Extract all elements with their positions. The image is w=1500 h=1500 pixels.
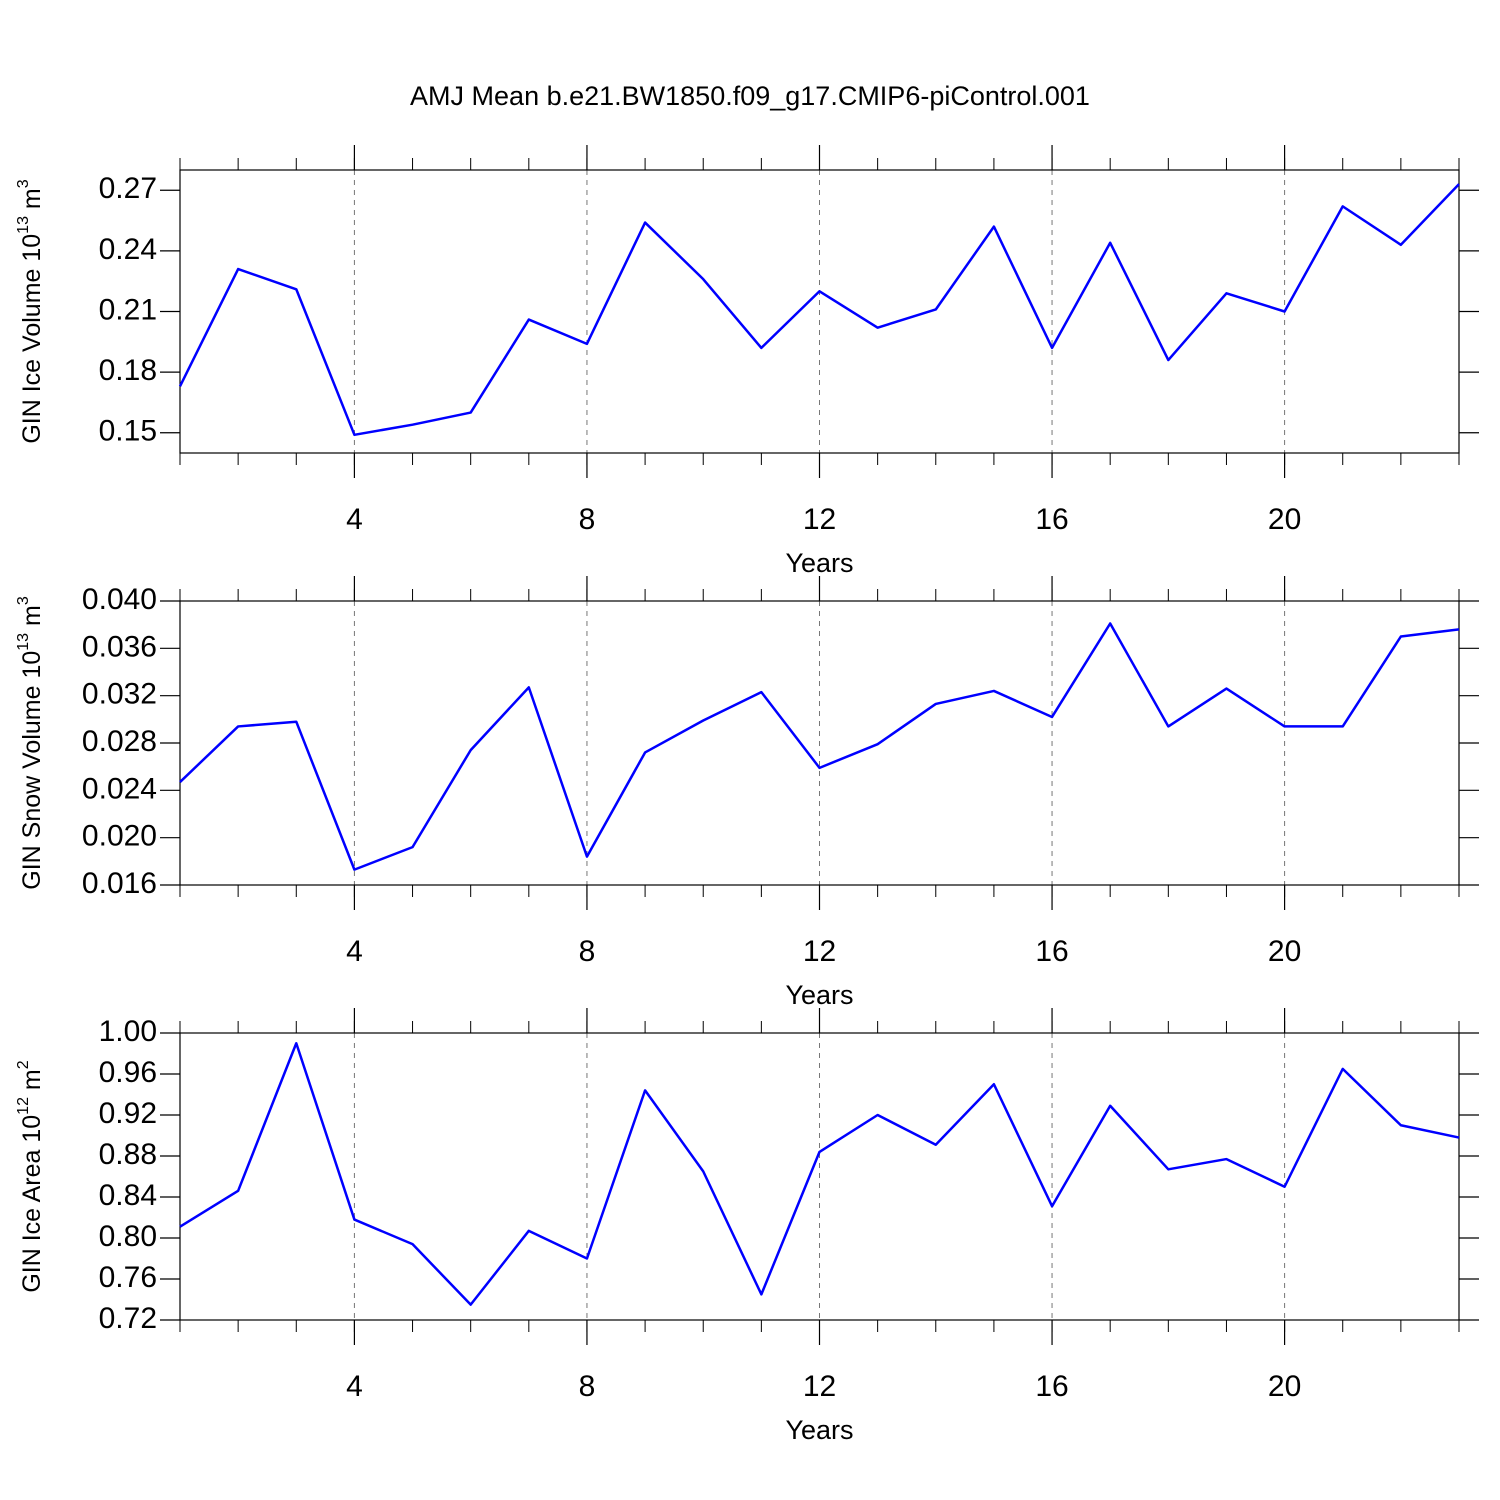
- data-line: [179, 622, 1460, 871]
- y-axis-label: GIN Snow Volume 1013 m3: [15, 596, 46, 890]
- y-axis-label-exponent: 13: [15, 633, 32, 651]
- x-tick-label: 12: [803, 1370, 836, 1403]
- y-tick-label: 0.80: [99, 1220, 157, 1253]
- y-tick-label: 0.84: [99, 1179, 157, 1212]
- x-tick-label: 4: [346, 1370, 363, 1403]
- x-tick-label: 16: [1035, 503, 1068, 536]
- y-tick-label: 0.27: [99, 172, 157, 205]
- x-tick-label: 4: [346, 935, 363, 968]
- data-line: [179, 1042, 1460, 1306]
- y-tick-label: 0.72: [99, 1302, 157, 1335]
- y-tick-label: 0.15: [99, 415, 157, 448]
- y-tick-label: 0.24: [99, 233, 157, 266]
- y-tick-label: 1.00: [99, 1015, 157, 1048]
- y-tick-label: 0.92: [99, 1097, 157, 1130]
- y-tick-label: 0.036: [82, 630, 157, 663]
- x-tick-label: 12: [803, 935, 836, 968]
- chart-title: AMJ Mean b.e21.BW1850.f09_g17.CMIP6-piCo…: [410, 81, 1090, 111]
- y-tick-label: 0.020: [82, 820, 157, 853]
- y-axis-label-part: GIN Ice Area 10: [18, 1115, 46, 1293]
- y-axis-label-exponent: 12: [15, 1097, 32, 1115]
- y-tick-label: 0.040: [82, 583, 157, 616]
- x-tick-label: 20: [1268, 503, 1301, 536]
- x-tick-label: 8: [579, 935, 596, 968]
- x-tick-label: 8: [579, 503, 596, 536]
- x-axis-label: Years: [785, 1415, 853, 1445]
- x-tick-label: 16: [1035, 1370, 1068, 1403]
- y-axis-label: GIN Ice Area 1012 m2: [15, 1060, 46, 1292]
- data-line: [178, 183, 1460, 437]
- y-tick-label: 0.024: [82, 772, 157, 805]
- y-tick-label: 0.96: [99, 1056, 157, 1089]
- y-tick-label: 0.18: [99, 354, 157, 387]
- x-tick-label: 16: [1035, 935, 1068, 968]
- y-axis-label-part: m: [18, 188, 46, 216]
- y-axis-label-part: m: [18, 605, 46, 633]
- y-tick-label: 0.21: [99, 293, 157, 326]
- y-tick-label: 0.016: [82, 867, 157, 900]
- x-tick-label: 12: [803, 503, 836, 536]
- y-axis-label-exponent: 2: [15, 1060, 32, 1069]
- y-tick-label: 0.76: [99, 1261, 157, 1294]
- y-tick-label: 0.028: [82, 725, 157, 758]
- x-tick-label: 8: [579, 1370, 596, 1403]
- y-axis-label-part: GIN Snow Volume 10: [18, 651, 46, 890]
- y-tick-label: 0.88: [99, 1138, 157, 1171]
- y-axis-label-exponent: 13: [15, 216, 32, 234]
- y-axis-label-part: m: [18, 1069, 46, 1097]
- x-tick-label: 20: [1268, 935, 1301, 968]
- y-axis-label-exponent: 3: [15, 596, 32, 605]
- x-tick-label: 20: [1268, 1370, 1301, 1403]
- x-axis-label: Years: [785, 980, 853, 1010]
- x-tick-label: 4: [346, 503, 363, 536]
- y-tick-label: 0.032: [82, 678, 157, 711]
- y-axis-label: GIN Ice Volume 1013 m3: [15, 179, 46, 443]
- y-axis-label-exponent: 3: [15, 179, 32, 188]
- x-axis-label: Years: [785, 548, 853, 578]
- y-axis-label-part: GIN Ice Volume 10: [18, 234, 46, 444]
